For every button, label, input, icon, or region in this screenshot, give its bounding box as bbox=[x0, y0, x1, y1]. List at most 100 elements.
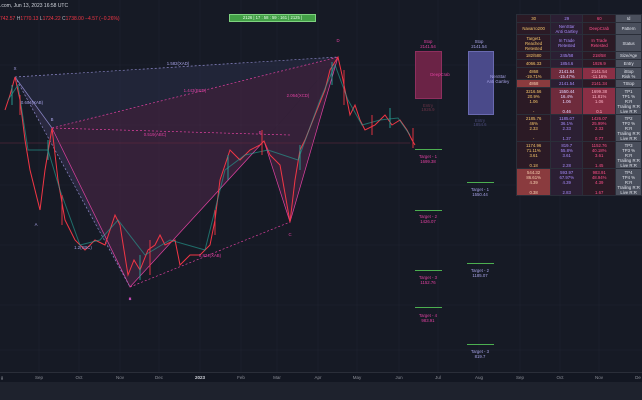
stats-row: Navarro200 NenStar Anti Gartley DeepCrab Pa… bbox=[515, 22, 642, 35]
stats-cell: 1152.76 40.18% 3.61 1.45 bbox=[582, 141, 617, 169]
ohlc-readout: 742.57 H1770.13 L1724.22 C1738.00 −4.57 … bbox=[0, 16, 120, 22]
x-axis-label: Apr bbox=[314, 375, 322, 380]
stats-row-label: TP4 TP4 % R:R Trailing R:R Live R:R bbox=[615, 168, 642, 196]
deepcrab-target-2-value: 1426.07 bbox=[420, 219, 436, 224]
stats-cell: Target1 Reached Retested bbox=[515, 34, 552, 52]
stats-cell: 593.97 67.97% 4.39 2.83 bbox=[550, 168, 584, 196]
x-axis-label: Jul bbox=[435, 375, 441, 380]
stats-cell: 245/58 bbox=[550, 51, 584, 60]
stats-row-label: Status bbox=[615, 34, 642, 52]
nenstar-target-3-value: 819.7 bbox=[474, 354, 486, 359]
x-axis-label: May bbox=[352, 375, 362, 380]
stats-row: 4868 -19.71% 2141.54 -15.47% 2141.54 -11.1… bbox=[515, 67, 642, 80]
x-axis-label: Nov bbox=[115, 375, 125, 380]
stats-cell: 1426.07 25.99% 2.33 0.77 bbox=[582, 114, 617, 142]
x-axis-label: Sep bbox=[34, 375, 44, 380]
ratio-xab-label: 0.604(XAB) bbox=[20, 100, 44, 105]
point-b-label-left: B bbox=[50, 117, 54, 122]
chart-area[interactable]: X B A X B C D 0.604(XAB) 1.582(XAD) 1.44… bbox=[0, 0, 642, 372]
stats-cell: 2141.34 bbox=[582, 79, 617, 88]
stats-cell: 1699.38 11.81% 1.06 0.1 bbox=[582, 87, 617, 115]
stats-cell: 1926.9 bbox=[582, 59, 617, 68]
stats-cell: 29 bbox=[550, 14, 584, 23]
nenstar-entry-value: 1854.6 bbox=[473, 122, 487, 127]
nenstar-entry-label: Entry bbox=[474, 118, 486, 123]
stats-row: 3216.56 20.9% 1.06 -1550.44 16.4% 1.06 0… bbox=[515, 87, 642, 115]
chart-title: .com, Jun 13, 2023 16:58 UTC bbox=[0, 3, 69, 9]
stats-cell: 4066.33 bbox=[515, 59, 552, 68]
nenstar-target-2-value: 1185.07 bbox=[472, 273, 488, 278]
ratio-xcd-label: 2.064(XCD) bbox=[286, 93, 310, 98]
deepcrab-target-2-label: Target - 2 bbox=[418, 214, 438, 219]
stats-row: 544.32 86.61% 4.39 0.38 593.97 67.97% 4.3… bbox=[515, 168, 642, 196]
nenstar-stop-value: 2141.54 bbox=[471, 44, 487, 49]
stats-table: 30 29 60 Id Navarro200 NenStar Anti Gartley De… bbox=[515, 14, 642, 196]
stats-cell: 983.91 48.94% 4.39 1.67 bbox=[582, 168, 617, 196]
point-x-label: X bbox=[13, 66, 17, 71]
stats-cell: NenStar Anti Gartley bbox=[550, 22, 584, 35]
bottom-panel bbox=[0, 382, 642, 400]
stats-row: Target1 Reached Retested In Trade Reteste… bbox=[515, 34, 642, 52]
stats-cell: 30 bbox=[515, 14, 552, 23]
x-axis-label: Jun bbox=[395, 375, 403, 380]
stats-cell: 4868 bbox=[515, 79, 552, 88]
deepcrab-target-3-value: 1152.76 bbox=[420, 280, 436, 285]
deepcrab-target-2-line bbox=[415, 210, 442, 211]
stats-row-label: Pattern bbox=[615, 22, 642, 35]
x-axis[interactable]: g Sep Oct Nov Dec 2023 Feb Mar Apr May Jun Jul Aug Se… bbox=[0, 372, 642, 382]
stats-cell: 182/580 bbox=[515, 51, 552, 60]
deepcrab-target-4-line bbox=[415, 307, 442, 308]
point-x2-label: X bbox=[128, 296, 132, 301]
deepcrab-target-3-line bbox=[415, 270, 442, 271]
x-axis-label: g bbox=[0, 375, 4, 380]
stats-cell: 1185.07 36.1% 2.33 1.37 bbox=[550, 114, 584, 142]
stats-cell: DeepCrab bbox=[582, 22, 617, 35]
nenstar-risk-box[interactable] bbox=[468, 51, 494, 115]
deepcrab-target-4-value: 983.91 bbox=[421, 318, 435, 323]
nenstar-target-1-label: Target - 1 bbox=[470, 187, 490, 192]
nenstar-stop-label: Stop bbox=[474, 39, 484, 44]
nenstar-target-1-line bbox=[467, 182, 494, 183]
stats-row-label: iStop Risk % bbox=[615, 67, 642, 80]
stats-cell: 2141.54 bbox=[550, 79, 584, 88]
stats-cell: Navarro200 bbox=[515, 22, 552, 35]
nenstar-target-2-label: Target - 2 bbox=[470, 268, 490, 273]
stats-row: 4066.33 1854.6 1926.9 Entry bbox=[515, 59, 642, 68]
x-axis-label: 2023 bbox=[194, 375, 206, 380]
stats-row: 2185.76 46% 2.33 -1185.07 36.1% 2.33 1.3… bbox=[515, 114, 642, 142]
point-d-label: D bbox=[336, 38, 340, 43]
stats-cell: In Trade Retested bbox=[550, 34, 584, 52]
ohlc-close: 1738.00 bbox=[65, 16, 84, 22]
stats-cell: 544.32 86.61% 4.39 0.38 bbox=[515, 168, 552, 196]
x-axis-label: Dec bbox=[154, 375, 164, 380]
ratio-xad-label: 1.582(XAD) bbox=[166, 61, 190, 66]
stats-cell: 60 bbox=[582, 14, 617, 23]
deepcrab-stop-label: Stop bbox=[423, 39, 433, 44]
stats-cell: 1550.44 16.4% 1.06 0.46 bbox=[550, 87, 584, 115]
ohlc-high: 1770.13 bbox=[20, 16, 39, 22]
ohlc-open: 742.57 bbox=[0, 16, 16, 22]
stats-row-label: TStop bbox=[615, 79, 642, 88]
deepcrab-name: DeepCrab bbox=[430, 72, 450, 77]
deepcrab-target-3-label: Target - 3 bbox=[418, 275, 438, 280]
nenstar-target-3-label: Target - 3 bbox=[470, 349, 490, 354]
x-axis-label: Oct bbox=[556, 375, 564, 380]
nenstar-target-2-line bbox=[467, 263, 494, 264]
ratio-abc2-label: 0.834(XAB) bbox=[198, 253, 222, 258]
stats-cell: In Trade Retested bbox=[582, 34, 617, 52]
x-axis-label: Aug bbox=[474, 375, 484, 380]
deepcrab-target-1-line bbox=[415, 149, 442, 150]
ohlc-change: −4.57 (−0.26%) bbox=[85, 16, 120, 22]
nenstar-target-3-line bbox=[467, 344, 494, 345]
deepcrab-risk-box[interactable] bbox=[415, 51, 442, 99]
x-axis-label: Mar bbox=[273, 375, 281, 380]
stats-row-label: Id bbox=[615, 14, 642, 23]
deepcrab-entry-label: Entry bbox=[422, 103, 434, 108]
stats-cell: 1174.96 71.11% 3.61 0.18 bbox=[515, 141, 552, 169]
stats-cell: 1854.6 bbox=[550, 59, 584, 68]
deepcrab-target-4-label: Target - 4 bbox=[418, 313, 438, 318]
stats-row-label: TP3 TP3 % R:R Trailing R:R Live R:R bbox=[615, 141, 642, 169]
stats-row-label: Size/Age bbox=[615, 51, 642, 60]
x-axis-label: Feb bbox=[237, 375, 245, 380]
point-a-label: A bbox=[34, 222, 38, 227]
